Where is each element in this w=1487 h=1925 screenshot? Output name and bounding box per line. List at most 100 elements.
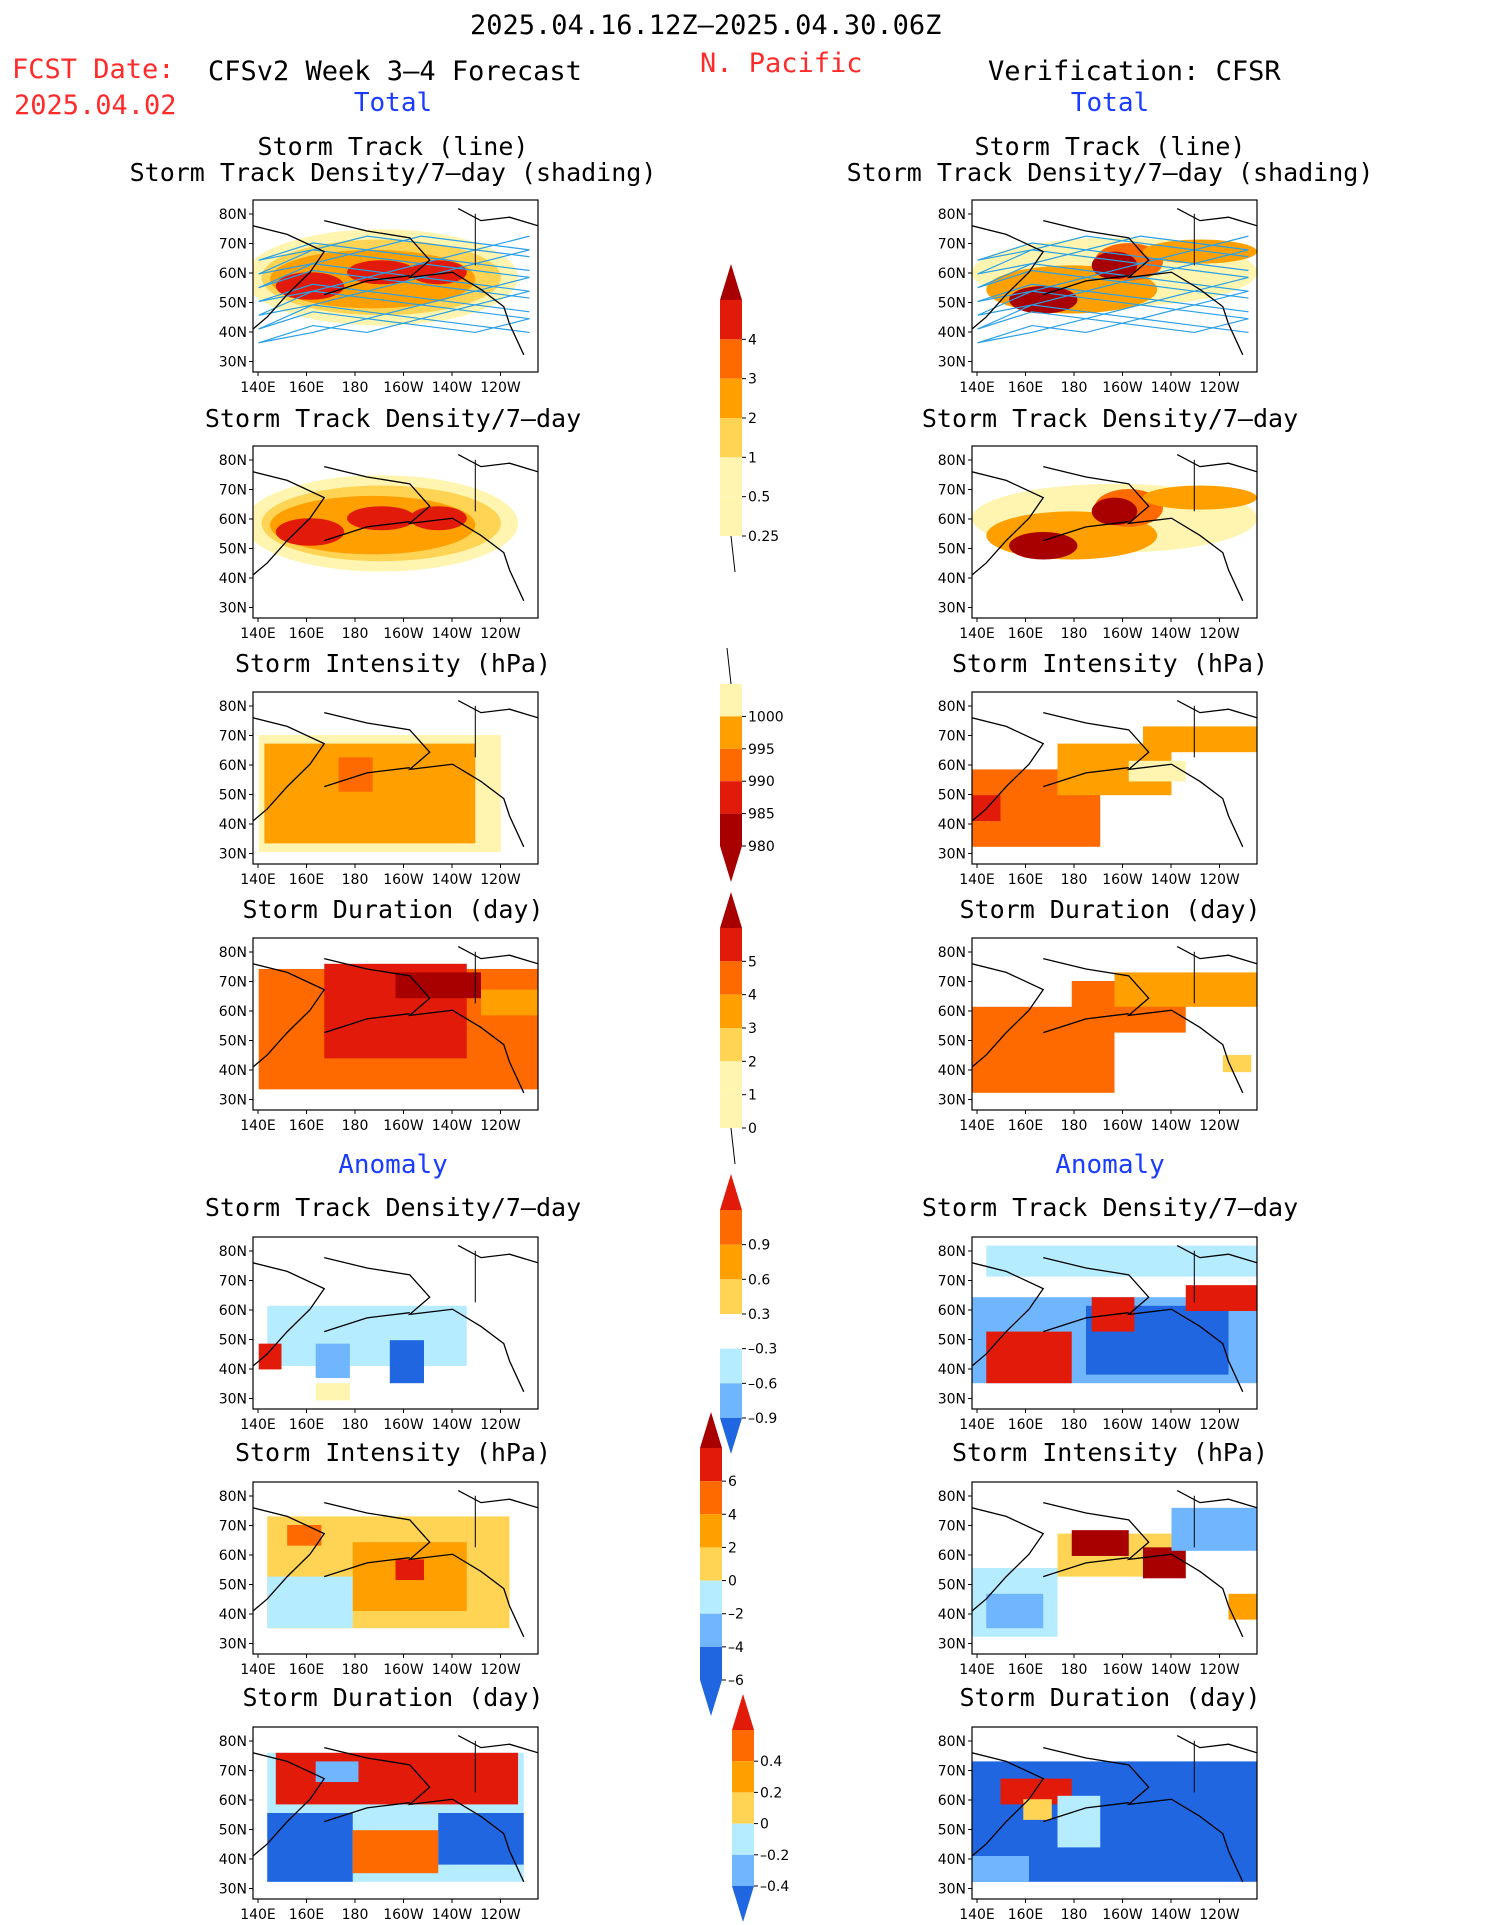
lon-tick-label: 160E [1008,1417,1044,1433]
lat-tick-label: 40N [938,1852,966,1868]
lat-tick-label: 50N [219,788,247,804]
lat-tick-label: 80N [938,1244,966,1260]
lon-tick-label: 180 [342,1662,369,1678]
lat-tick-label: 50N [219,542,247,558]
map-panel-verification-1: 80N 70N 60N 50N 40N 30N 140E 160E 180 160W 140W 120… [938,445,1258,642]
colorbar-arrow [720,1174,742,1210]
lon-tick-label: 180 [342,1417,369,1433]
colorbar-label: –4 [728,1640,744,1656]
lat-tick-label: 40N [938,817,966,833]
lat-tick-label: 30N [219,355,247,371]
lon-tick-label: 160E [1008,1662,1044,1678]
lat-tick-label: 70N [938,975,966,991]
lon-tick-label: 180 [1061,1417,1088,1433]
lat-tick-label: 40N [219,817,247,833]
lon-tick-label: 120W [1199,872,1240,888]
colorbar-swatch [720,684,742,717]
colorbar-swatch [700,1646,722,1680]
lat-tick-label: 80N [938,699,966,715]
colorbar-swatch [732,1854,754,1886]
colorbar-arrow [700,1680,722,1716]
colorbar-label: –6 [728,1673,744,1689]
title-l-density: Storm Track Density/7–day [204,404,582,433]
colorbar-label: 985 [748,807,775,823]
section-anomaly-left: Anomaly [338,1150,448,1180]
colorbar-label: 3 [748,372,757,388]
lat-tick-label: 50N [219,1823,247,1839]
colorbar-swatch [720,716,742,749]
colorbar-arrow [720,264,742,300]
colorbar-label: 2 [748,1054,757,1070]
lat-tick-label: 80N [219,945,247,961]
colorbar-label: 0 [760,1817,769,1833]
colorbar-swatch [700,1514,722,1548]
lon-tick-label: 140W [432,626,473,642]
map-panel-forecast-0: 80N 70N 60N 50N 40N 30N 140E 160E 180 160W 140W 120… [219,199,539,396]
lon-tick-label: 140W [1151,626,1192,642]
lat-tick-label: 40N [938,571,966,587]
lat-tick-label: 50N [219,296,247,312]
colorbar-label: 1000 [748,709,784,725]
lon-tick-label: 140E [959,1118,995,1134]
lat-tick-label: 50N [219,1034,247,1050]
lat-tick-label: 70N [219,237,247,253]
lat-tick-label: 40N [219,1063,247,1079]
lon-tick-label: 160E [1008,1118,1044,1134]
colorbar-swatch [732,1792,754,1824]
lat-tick-label: 30N [938,1392,966,1408]
date-range-title: 2025.04.16.12Z–2025.04.30.06Z [470,10,942,41]
lon-tick-label: 180 [342,872,369,888]
title-r-intensity: Storm Intensity (hPa) [951,649,1269,678]
title-r-duration-anom: Storm Duration (day) [959,1683,1261,1712]
colorbar-swatch [720,1383,742,1418]
colorbar-label: 3 [748,1021,757,1037]
lon-tick-label: 160E [289,1417,325,1433]
colorbar-swatch [720,418,742,458]
lon-tick-label: 160W [1102,872,1143,888]
colorbar-density-anom: 0.9 0.6 0.3 –0.3 –0.6 –0.9 [720,1174,777,1454]
lon-tick-label: 140E [240,1118,276,1134]
lat-tick-label: 40N [219,325,247,341]
lon-tick-label: 160W [1102,626,1143,642]
colorbar-label: 990 [748,774,775,790]
lat-tick-label: 50N [938,1578,966,1594]
lat-tick-label: 70N [219,729,247,745]
fcst-date-label: FCST Date: [12,54,175,85]
lon-tick-label: 140W [1151,872,1192,888]
colorbar-swatch [732,1823,754,1855]
lat-tick-label: 30N [938,1093,966,1109]
colorbar-swatch [720,1279,742,1314]
lat-tick-label: 80N [938,453,966,469]
lat-tick-label: 80N [938,1489,966,1505]
lat-tick-label: 70N [938,1274,966,1290]
colorbar-label: 6 [728,1474,737,1490]
map-panel-verification-0: 80N 70N 60N 50N 40N 30N 140E 160E 180 160W 140W 120… [938,199,1258,396]
lat-tick-label: 70N [219,1274,247,1290]
lat-tick-label: 30N [938,1637,966,1653]
lon-tick-label: 160W [1102,1662,1143,1678]
lat-tick-label: 60N [219,266,247,282]
lat-tick-label: 50N [219,1333,247,1349]
lat-tick-label: 70N [219,1764,247,1780]
title-r-intensity-anom: Storm Intensity (hPa) [951,1438,1269,1467]
lat-tick-label: 80N [938,1734,966,1750]
lon-tick-label: 160E [289,380,325,396]
lat-tick-label: 50N [938,1823,966,1839]
title-r-density: Storm Track Density/7–day [921,404,1299,433]
lon-tick-label: 140W [432,1662,473,1678]
lon-tick-label: 160W [383,1118,424,1134]
colorbar-label: 2 [748,411,757,427]
lat-tick-label: 60N [219,1793,247,1809]
lon-tick-label: 140W [432,1907,473,1923]
colorbar-swatch [732,1761,754,1793]
lat-tick-label: 40N [219,1362,247,1378]
lon-tick-label: 120W [480,1118,521,1134]
lon-tick-label: 140E [240,626,276,642]
map-panel-verification-2: 80N 70N 60N 50N 40N 30N 140E 160E 180 160W 140W 120… [938,691,1258,888]
lon-tick-label: 160E [289,1907,325,1923]
forecast-title: CFSv2 Week 3–4 Forecast [208,56,582,87]
colorbar-label: –0.6 [748,1376,777,1392]
colorbar-label: 0 [748,1121,757,1137]
lat-tick-label: 80N [219,207,247,223]
lon-tick-label: 140E [240,380,276,396]
